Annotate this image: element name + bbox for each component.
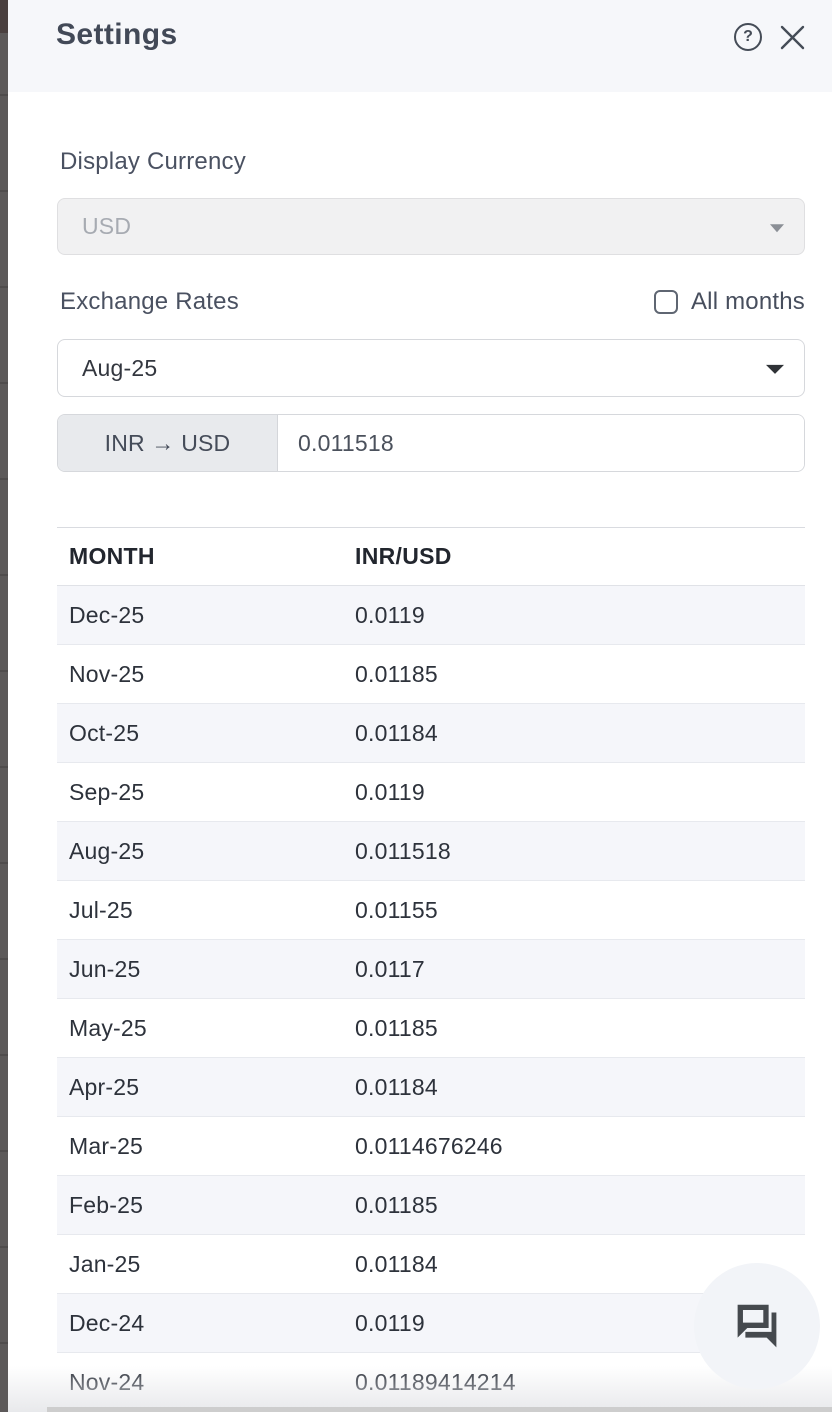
- close-icon: [780, 25, 805, 50]
- table-row: May-25 0.01185: [57, 999, 805, 1058]
- rate-cell: 0.0119: [355, 601, 425, 628]
- currency-pair-addon: INR → USD: [58, 415, 278, 471]
- month-cell: May-25: [69, 1014, 147, 1041]
- help-button[interactable]: ?: [734, 23, 762, 51]
- month-cell: Mar-25: [69, 1132, 144, 1159]
- table-row: Nov-24 0.01189414214: [57, 1353, 805, 1412]
- bottom-edge-bar: [47, 1407, 832, 1412]
- table-row: Feb-25 0.01185: [57, 1175, 805, 1235]
- display-currency-label: Display Currency: [60, 148, 246, 175]
- rate-input-group: INR → USD: [57, 414, 805, 472]
- rate-cell: 0.011518: [355, 837, 451, 864]
- column-header-month: MONTH: [69, 543, 155, 569]
- page-title: Settings: [56, 18, 178, 51]
- all-months-label: All months: [690, 288, 805, 315]
- chevron-down-icon: [770, 223, 784, 232]
- exchange-rates-table: MONTH INR/USD Dec-25 0.0119 Nov-25 0.01185 O…: [57, 527, 805, 1412]
- rate-cell: 0.01185: [355, 1191, 438, 1218]
- month-cell: Aug-25: [69, 837, 145, 864]
- settings-panel: Settings ? Display Currency USD Exchange…: [8, 0, 832, 1412]
- all-months-checkbox[interactable]: [653, 290, 678, 314]
- month-cell: Feb-25: [69, 1191, 144, 1218]
- rate-cell: 0.0119: [355, 778, 425, 805]
- exchange-rates-label: Exchange Rates: [60, 288, 239, 315]
- table-row: Sep-25 0.0119: [57, 763, 805, 822]
- question-mark-icon: ?: [743, 28, 753, 45]
- month-cell: Dec-24: [69, 1309, 145, 1336]
- panel-header: Settings ?: [8, 0, 832, 92]
- page-backdrop-strip-top: [0, 0, 8, 33]
- month-select[interactable]: Aug-25: [57, 339, 805, 397]
- column-header-rate: INR/USD: [355, 543, 452, 569]
- rate-cell: 0.01184: [355, 1250, 438, 1277]
- table-row: Oct-25 0.01184: [57, 703, 805, 763]
- rate-cell: 0.0117: [355, 955, 425, 982]
- display-currency-select[interactable]: USD: [57, 198, 805, 255]
- table-row: Dec-24 0.0119: [57, 1293, 805, 1353]
- month-cell: Apr-25: [69, 1073, 140, 1100]
- rate-cell: 0.01155: [355, 896, 438, 923]
- table-row: Aug-25 0.011518: [57, 821, 805, 881]
- rate-cell: 0.01185: [355, 660, 438, 687]
- month-cell: Nov-24: [69, 1368, 145, 1395]
- exchange-rates-header-row: Exchange Rates All months: [60, 288, 805, 316]
- table-row: Apr-25 0.01184: [57, 1057, 805, 1117]
- month-cell: Jul-25: [69, 896, 133, 923]
- chat-widget-button[interactable]: [694, 1263, 820, 1389]
- rate-cell: 0.0114676246: [355, 1132, 503, 1159]
- month-cell: Dec-25: [69, 601, 145, 628]
- page-backdrop-strip: [0, 0, 8, 1412]
- rates-table-body: Dec-25 0.0119 Nov-25 0.01185 Oct-25 0.01184 Se…: [57, 585, 805, 1412]
- chevron-down-icon: [766, 364, 784, 374]
- table-row: Mar-25 0.0114676246: [57, 1117, 805, 1176]
- month-select-value: Aug-25: [82, 354, 158, 381]
- close-button[interactable]: [779, 24, 806, 51]
- rate-input[interactable]: [278, 415, 804, 471]
- rate-cell: 0.01184: [355, 719, 438, 746]
- table-row: Jan-25 0.01184: [57, 1235, 805, 1294]
- display-currency-value: USD: [82, 213, 132, 239]
- month-cell: Oct-25: [69, 719, 140, 746]
- all-months-toggle[interactable]: All months: [653, 288, 805, 316]
- month-cell: Sep-25: [69, 778, 145, 805]
- table-header: MONTH INR/USD: [57, 527, 805, 586]
- rate-cell: 0.0119: [355, 1309, 425, 1336]
- table-row: Nov-25 0.01185: [57, 645, 805, 704]
- table-row: Dec-25 0.0119: [57, 585, 805, 645]
- month-cell: Nov-25: [69, 660, 145, 687]
- rate-cell: 0.01185: [355, 1014, 438, 1041]
- table-row: Jul-25 0.01155: [57, 881, 805, 940]
- chat-bubbles-icon: [737, 1304, 777, 1348]
- table-row: Jun-25 0.0117: [57, 939, 805, 999]
- rate-cell: 0.01184: [355, 1073, 438, 1100]
- month-cell: Jun-25: [69, 955, 141, 982]
- month-cell: Jan-25: [69, 1250, 141, 1277]
